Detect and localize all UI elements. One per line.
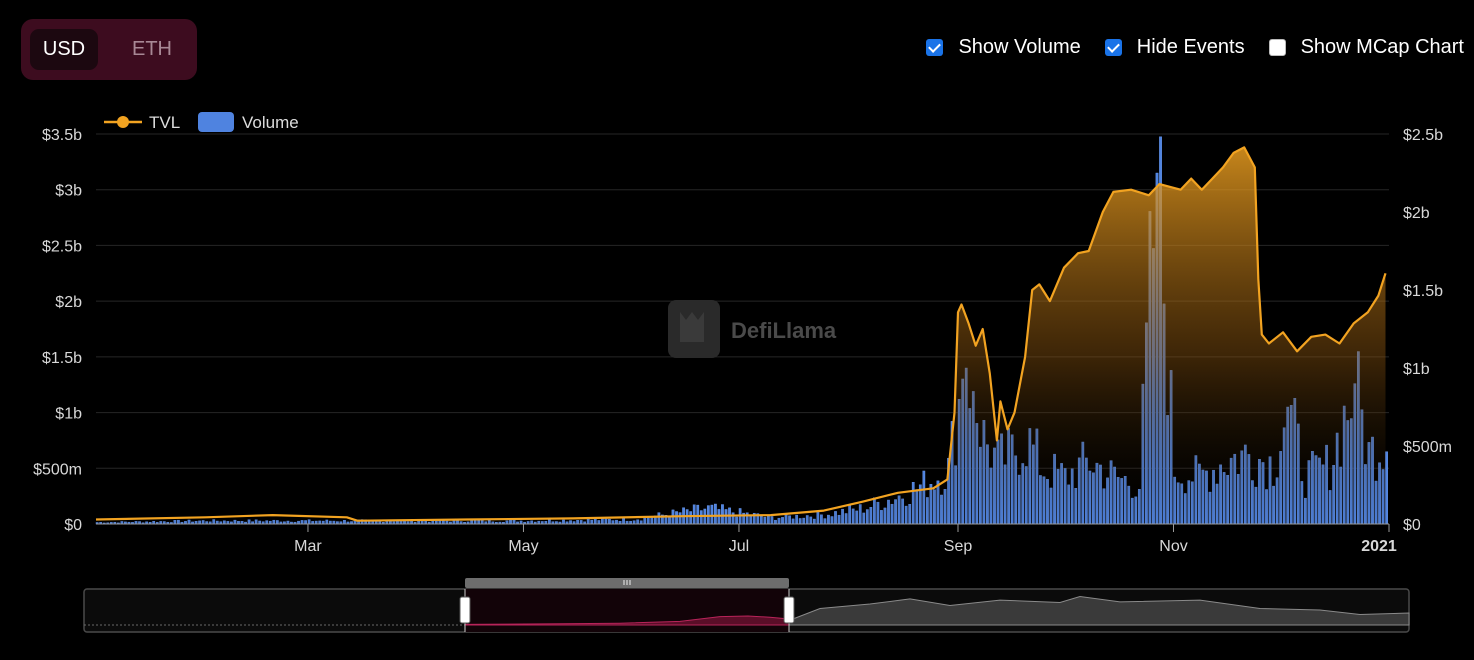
y-left-tick-label: $2b	[55, 294, 82, 311]
watermark-llama-icon	[680, 312, 704, 342]
y-left-tick-label: $500m	[33, 461, 82, 478]
show-mcap-checkbox[interactable]	[1268, 39, 1286, 56]
show-mcap-label: Show MCap Chart	[1300, 36, 1464, 58]
currency-eth-button[interactable]: ETH	[132, 38, 172, 60]
x-tick-label: Mar	[294, 538, 322, 555]
y-right-tick-label: $1b	[1403, 361, 1430, 378]
show-volume-toggle[interactable]: Show Volume	[926, 36, 1081, 59]
watermark-text: DefiLlama	[731, 318, 837, 343]
hide-events-toggle[interactable]: Hide Events	[1104, 36, 1245, 59]
show-volume-label: Show Volume	[958, 36, 1081, 58]
navigator-left-handle[interactable]	[459, 596, 471, 624]
currency-usd-button[interactable]: USD	[30, 29, 98, 70]
navigator-selected-range[interactable]	[465, 589, 789, 632]
hide-events-checkbox[interactable]	[1104, 39, 1122, 56]
chart-axes: $0 $500m $1b $1.5b $2b $2.5b $3b $3.5b $0 $500m $1…	[33, 127, 1452, 555]
legend-volume-label[interactable]: Volume	[242, 113, 299, 132]
y-right-tick-label: $1.5b	[1403, 283, 1443, 300]
x-tick-label: Nov	[1159, 538, 1187, 555]
y-left-tick-label: $3b	[55, 183, 82, 200]
navigator-grip-icon	[623, 580, 631, 585]
y-left-tick-label: $3.5b	[42, 127, 82, 144]
x-tick-label: Sep	[944, 538, 973, 555]
tvl-area	[96, 147, 1386, 524]
chart-legend: TVL Volume	[104, 112, 299, 132]
legend-tvl-label[interactable]: TVL	[149, 113, 180, 132]
y-left-tick-label: $0	[64, 517, 82, 534]
y-right-tick-label: $2b	[1403, 205, 1430, 222]
navigator-right-handle[interactable]	[783, 596, 795, 624]
hide-events-label: Hide Events	[1136, 36, 1245, 58]
legend-tvl-marker-icon	[117, 116, 129, 128]
currency-toggle: USD ETH	[21, 19, 197, 80]
y-left-tick-label: $1b	[55, 406, 82, 423]
x-tick-label: Jul	[729, 538, 749, 555]
x-tick-label: May	[508, 538, 538, 555]
show-volume-checkbox[interactable]	[926, 39, 944, 56]
y-right-tick-label: $500m	[1403, 439, 1452, 456]
watermark: DefiLlama	[668, 300, 837, 358]
y-left-tick-label: $1.5b	[42, 350, 82, 367]
volume-bar[interactable]	[1385, 451, 1388, 525]
x-tick-label: 2021	[1361, 538, 1397, 555]
show-mcap-toggle[interactable]: Show MCap Chart	[1268, 36, 1464, 59]
chart-toggles: Show Volume Hide Events Show MCap Chart	[902, 36, 1464, 59]
y-right-tick-label: $2.5b	[1403, 127, 1443, 144]
y-left-tick-label: $2.5b	[42, 238, 82, 255]
range-navigator[interactable]	[83, 578, 1410, 633]
y-right-tick-label: $0	[1403, 517, 1421, 534]
tvl-line	[95, 146, 1387, 522]
legend-volume-swatch-icon	[198, 112, 234, 132]
navigator-series-outside	[788, 595, 1410, 626]
